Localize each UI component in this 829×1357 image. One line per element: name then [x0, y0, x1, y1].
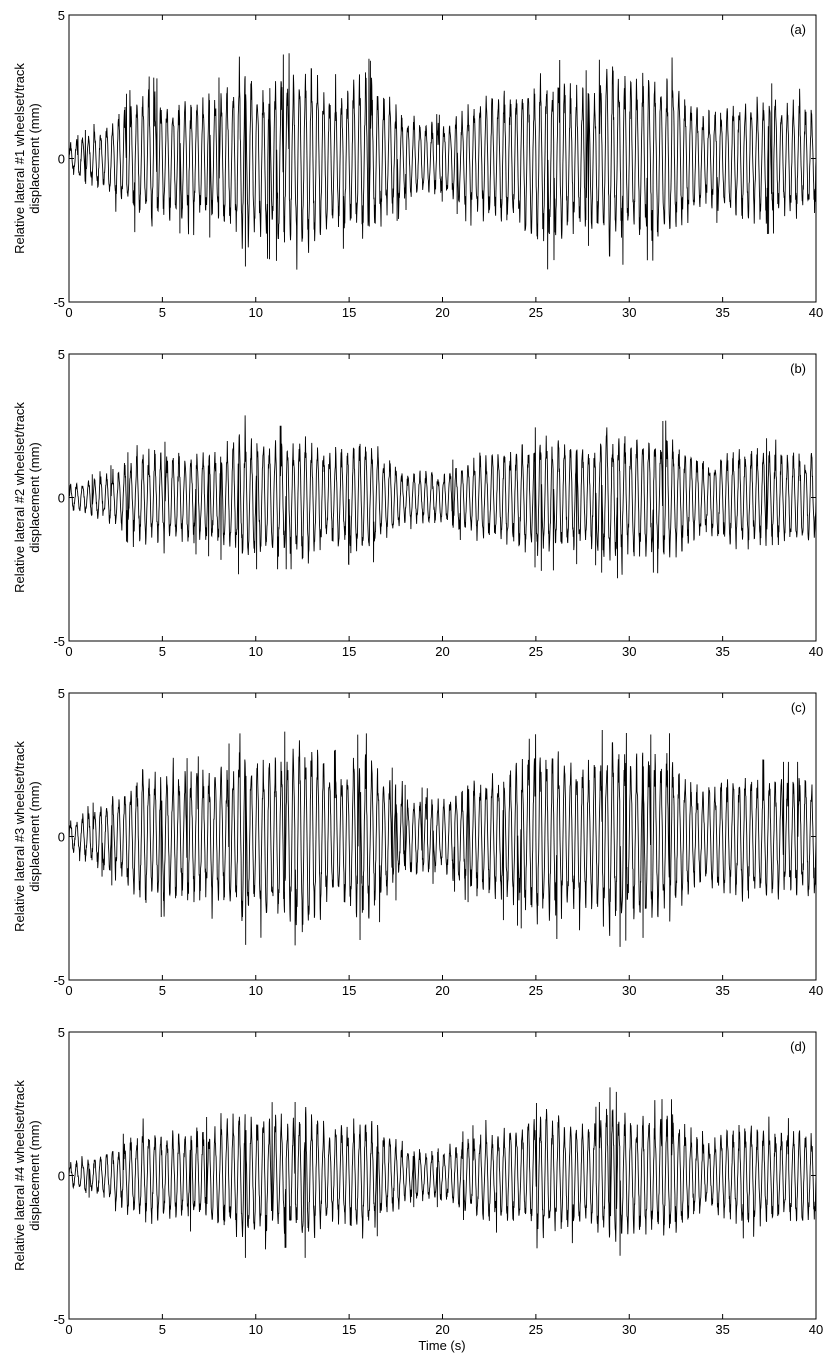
x-tick-label: 35	[715, 1322, 729, 1337]
y-tick-label: 0	[58, 491, 65, 506]
x-tick-label: 30	[622, 983, 636, 998]
y-axis-label-line1: Relative lateral #2 wheelset/track	[12, 402, 27, 593]
series-line	[68, 53, 817, 270]
x-tick-label: 40	[809, 644, 823, 659]
x-tick-label: 15	[342, 983, 356, 998]
y-axis-label-line2: displacement (mm)	[27, 103, 42, 214]
y-tick-label: -5	[53, 973, 65, 988]
panel-letter: (b)	[790, 361, 806, 376]
x-tick-label: 5	[159, 305, 166, 320]
x-tick-label: 35	[715, 305, 729, 320]
y-tick-label: -5	[53, 1312, 65, 1327]
y-axis-label: Relative lateral #3 wheelset/track displa…	[12, 741, 42, 932]
x-tick-label: 5	[159, 983, 166, 998]
chart-panel-a: 0 5 10 15 20 25 30 35 40 -5 0 5 Relative lateral #1 …	[0, 0, 829, 339]
panel-letter: (a)	[790, 22, 806, 37]
y-axis-label: Relative lateral #1 wheelset/track displa…	[12, 63, 42, 254]
x-tick-label: 25	[529, 1322, 543, 1337]
y-tick-label: 0	[58, 152, 65, 167]
x-tick-label: 15	[342, 305, 356, 320]
x-tick-label: 40	[809, 305, 823, 320]
x-tick-label: 20	[435, 983, 449, 998]
x-tick-label: 10	[249, 983, 263, 998]
x-tick-label: 30	[622, 644, 636, 659]
series-line	[68, 730, 817, 947]
x-tick-label: 0	[65, 1322, 72, 1337]
y-axis-label: Relative lateral #4 wheelset/track displa…	[12, 1080, 42, 1271]
y-tick-label: -5	[53, 634, 65, 649]
x-tick-label: 10	[249, 644, 263, 659]
x-tick-label: 40	[809, 983, 823, 998]
x-tick-label: 10	[249, 305, 263, 320]
x-tick-label: 40	[809, 1322, 823, 1337]
y-tick-label: 0	[58, 830, 65, 845]
series-line	[68, 1087, 817, 1258]
x-tick-label: 0	[65, 644, 72, 659]
x-tick-label: 0	[65, 305, 72, 320]
y-tick-label: 5	[58, 686, 65, 701]
x-tick-label: 10	[249, 1322, 263, 1337]
y-axis-label-line1: Relative lateral #3 wheelset/track	[12, 741, 27, 932]
x-tick-label: 15	[342, 644, 356, 659]
x-tick-label: 35	[715, 644, 729, 659]
series-line	[68, 415, 817, 579]
x-tick-label: 20	[435, 644, 449, 659]
y-tick-label: 5	[58, 1025, 65, 1040]
chart-panel-d: 0 5 10 15 20 25 30 35 40 -5 0 5 Relative lateral #4 …	[0, 1017, 829, 1356]
y-tick-label: 5	[58, 8, 65, 23]
y-axis-label-line2: displacement (mm)	[27, 442, 42, 553]
x-tick-label: 25	[529, 983, 543, 998]
x-tick-label: 30	[622, 305, 636, 320]
panel-letter: (c)	[791, 700, 806, 715]
y-axis-label-line1: Relative lateral #4 wheelset/track	[12, 1080, 27, 1271]
x-axis-label: Time (s)	[418, 1338, 466, 1353]
x-tick-label: 5	[159, 1322, 166, 1337]
x-tick-label: 25	[529, 644, 543, 659]
x-tick-label: 30	[622, 1322, 636, 1337]
x-tick-label: 35	[715, 983, 729, 998]
x-tick-label: 20	[435, 305, 449, 320]
y-axis-label: Relative lateral #2 wheelset/track displa…	[12, 402, 42, 593]
x-tick-label: 25	[529, 305, 543, 320]
x-tick-label: 5	[159, 644, 166, 659]
y-tick-label: 0	[58, 1169, 65, 1184]
y-axis-label-line2: displacement (mm)	[27, 1120, 42, 1231]
x-tick-label: 20	[435, 1322, 449, 1337]
panel-letter: (d)	[790, 1039, 806, 1054]
y-tick-label: -5	[53, 295, 65, 310]
y-axis-label-line2: displacement (mm)	[27, 781, 42, 892]
y-tick-label: 5	[58, 347, 65, 362]
x-tick-label: 15	[342, 1322, 356, 1337]
x-tick-label: 0	[65, 983, 72, 998]
chart-panel-b: 0 5 10 15 20 25 30 35 40 -5 0 5 Relative lateral #2 …	[0, 339, 829, 678]
y-axis-label-line1: Relative lateral #1 wheelset/track	[12, 63, 27, 254]
chart-panel-c: 0 5 10 15 20 25 30 35 40 -5 0 5 Relative lateral #3 …	[0, 678, 829, 1017]
